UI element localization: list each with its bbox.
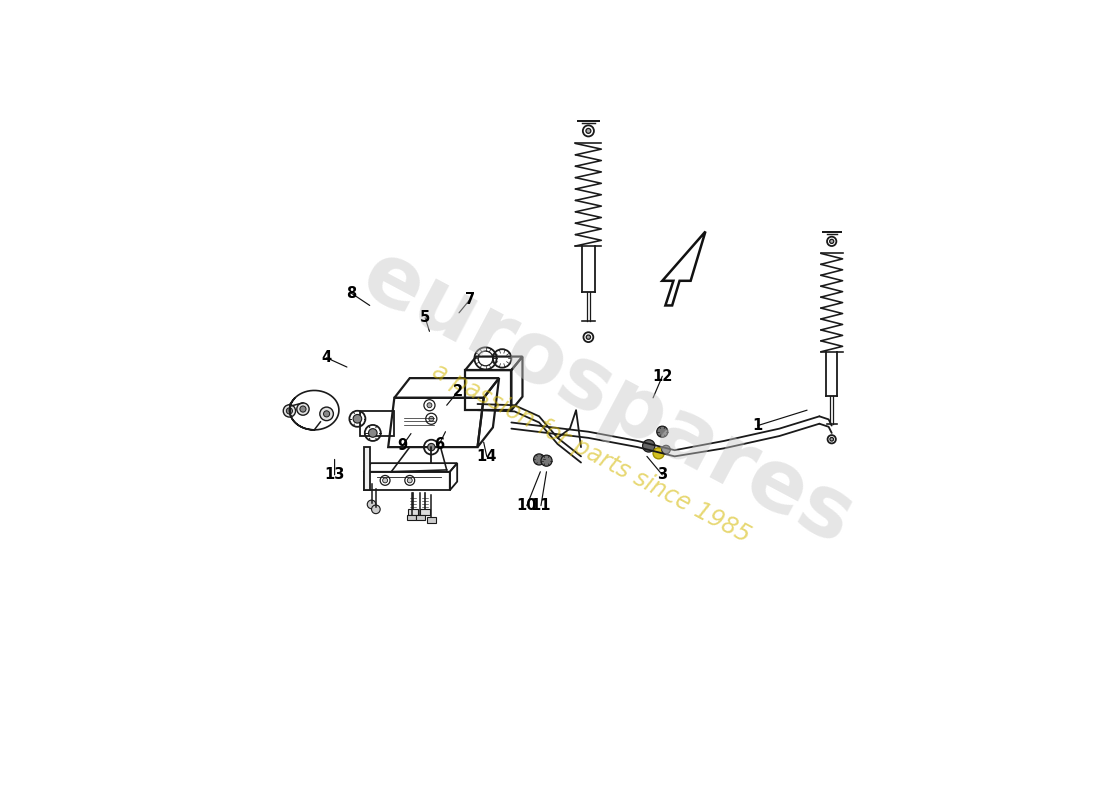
- Bar: [427, 518, 436, 523]
- Circle shape: [829, 239, 834, 243]
- Text: 10: 10: [517, 498, 537, 513]
- Text: a passion for parts since 1985: a passion for parts since 1985: [428, 359, 755, 548]
- Circle shape: [383, 478, 387, 483]
- Circle shape: [586, 335, 591, 339]
- Circle shape: [642, 440, 654, 452]
- Circle shape: [829, 438, 834, 441]
- Polygon shape: [363, 447, 370, 490]
- Circle shape: [428, 443, 435, 451]
- Text: 2: 2: [453, 384, 463, 399]
- Text: 7: 7: [465, 292, 475, 306]
- Circle shape: [662, 446, 670, 454]
- Bar: [416, 515, 425, 521]
- Circle shape: [353, 414, 362, 423]
- Circle shape: [427, 402, 432, 408]
- Circle shape: [300, 406, 306, 412]
- Text: 12: 12: [652, 369, 672, 384]
- Circle shape: [429, 416, 433, 422]
- Circle shape: [372, 505, 381, 514]
- Circle shape: [657, 426, 668, 438]
- Bar: [420, 509, 430, 515]
- Text: 5: 5: [420, 310, 430, 326]
- Circle shape: [320, 407, 333, 421]
- Text: 6: 6: [434, 437, 444, 451]
- Circle shape: [407, 478, 412, 483]
- Text: 14: 14: [476, 449, 497, 464]
- Text: eurospares: eurospares: [346, 234, 867, 562]
- Circle shape: [297, 403, 309, 415]
- Circle shape: [653, 448, 664, 459]
- Circle shape: [534, 454, 544, 465]
- Circle shape: [586, 129, 591, 134]
- Text: 11: 11: [530, 498, 551, 513]
- Circle shape: [367, 500, 376, 509]
- Bar: [465, 370, 512, 410]
- Text: 9: 9: [397, 438, 407, 454]
- Circle shape: [283, 405, 296, 417]
- Text: 4: 4: [321, 350, 332, 366]
- Text: 1: 1: [752, 418, 763, 433]
- Text: 3: 3: [657, 467, 668, 482]
- Bar: [407, 515, 416, 521]
- Text: 13: 13: [324, 467, 344, 482]
- Text: 8: 8: [346, 286, 356, 301]
- Bar: [361, 411, 394, 436]
- Circle shape: [368, 429, 377, 438]
- Circle shape: [286, 408, 293, 414]
- Circle shape: [541, 455, 552, 466]
- Bar: [408, 509, 418, 515]
- Circle shape: [323, 410, 330, 417]
